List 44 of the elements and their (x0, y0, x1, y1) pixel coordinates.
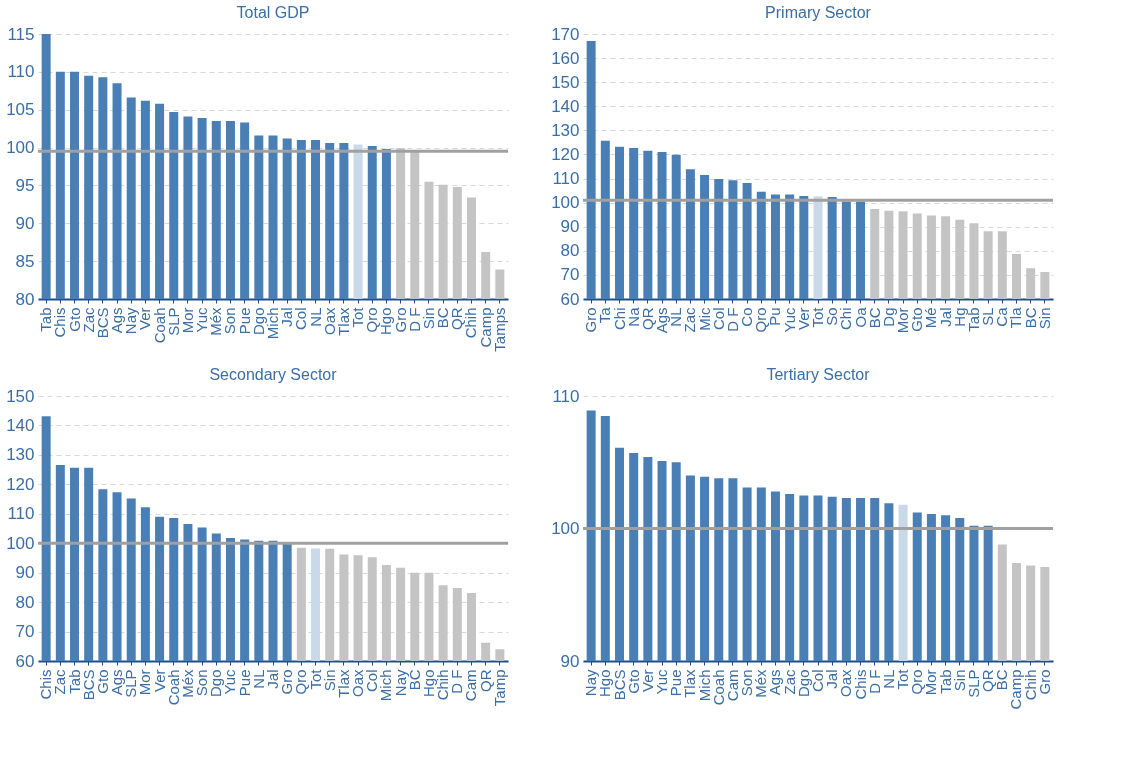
y-tick-label: 70 (15, 622, 35, 642)
y-tick-label: 80 (560, 241, 580, 261)
y-tick-label: 110 (552, 169, 580, 189)
y-tick-label: 130 (6, 445, 35, 465)
y-tick-label: 85 (15, 251, 35, 271)
y-tick-label: 115 (7, 24, 35, 44)
y-tick-label: 60 (560, 289, 580, 309)
y-tick-label: 90 (15, 563, 35, 583)
y-tick-label: 140 (6, 415, 35, 435)
y-tick-label: 160 (551, 48, 580, 68)
y-tick-label: 120 (551, 144, 580, 164)
x-tick-label: Jal (264, 669, 281, 689)
y-tick-label: 100 (551, 193, 580, 213)
chart-title: Total GDP (236, 4, 310, 21)
y-tick-label: 170 (551, 24, 580, 44)
y-tick-label: 110 (552, 386, 580, 406)
y-tick-label: 110 (7, 62, 35, 82)
chart-title: Primary Sector (765, 4, 872, 21)
y-tick-label: 100 (551, 519, 580, 538)
x-tick-label: Gro (1035, 669, 1053, 695)
x-tick-label: Ags (108, 307, 126, 334)
chart-title: Secondary Sector (209, 366, 338, 383)
x-tick-label: Nay (582, 669, 600, 697)
y-tick-label: 80 (15, 289, 35, 309)
y-tick-label: 140 (551, 96, 580, 116)
y-tick-label: 110 (7, 504, 35, 524)
x-tick-label: QR (979, 669, 997, 692)
y-tick-label: 90 (560, 651, 580, 671)
y-tick-label: 130 (551, 120, 580, 140)
y-tick-label: 90 (560, 217, 580, 237)
y-tick-label: 95 (15, 175, 35, 195)
y-tick-label: 90 (15, 213, 35, 233)
y-tick-label: 80 (15, 592, 35, 612)
y-tick-label: 150 (551, 72, 580, 92)
y-tick-label: 150 (6, 386, 35, 406)
chart-title: Tertiary Sector (766, 366, 871, 383)
y-tick-label: 60 (15, 651, 35, 671)
y-tick-label: 100 (6, 533, 35, 553)
x-tick-label: Tot (809, 306, 826, 328)
y-tick-label: 105 (6, 100, 35, 120)
y-tick-label: 70 (560, 265, 580, 285)
y-tick-label: 100 (6, 138, 35, 158)
y-tick-label: 120 (6, 474, 35, 494)
x-tick-label: Camp (1007, 669, 1025, 710)
